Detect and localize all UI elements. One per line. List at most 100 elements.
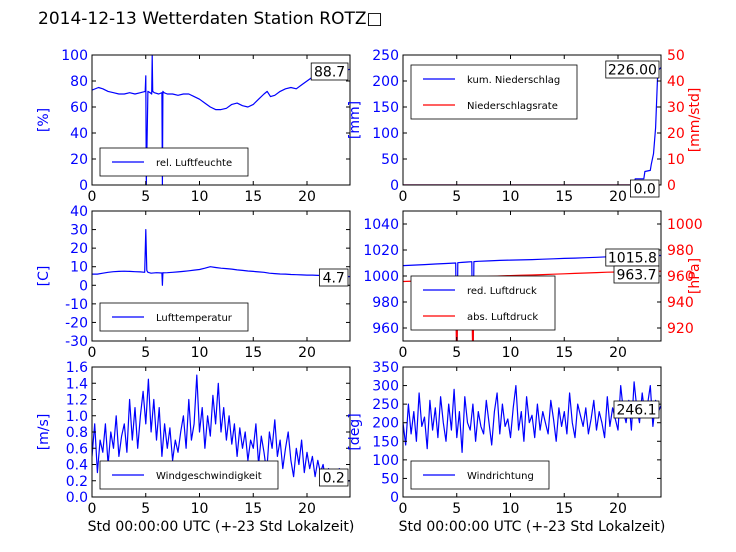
y-right-tick-label: 960 <box>667 269 694 285</box>
y-tick-label: 60 <box>70 100 88 116</box>
chart-panel-5: 0 5 10 15 200.00.20.40.60.81.01.21.41.6[m/s]… <box>36 360 354 535</box>
y-tick-label: 1.6 <box>66 360 88 376</box>
y-tick-label: 100 <box>372 453 399 469</box>
x-tick-label: 5 <box>141 189 150 205</box>
end-value-label-box <box>613 400 660 419</box>
x-tick-label: 15 <box>555 345 573 361</box>
y-axis-label: [deg] <box>347 413 363 450</box>
x-axis-label: Std 00:00:00 UTC (+-23 Std Lokalzeit) <box>399 519 666 535</box>
x-tick-label: 5 <box>141 345 150 361</box>
y-tick-label: -10 <box>65 297 88 313</box>
end-value-label: 226.00 <box>608 63 657 79</box>
y-right-tick-label: 20 <box>667 126 685 142</box>
legend-box <box>410 460 550 490</box>
y-tick-label: -20 <box>65 315 88 331</box>
y-tick-label: 150 <box>372 434 399 450</box>
y-right-tick-label: 50 <box>667 48 685 64</box>
y-tick-label: 0.0 <box>66 490 88 506</box>
legend-label: abs. Luftdruck <box>467 312 538 323</box>
x-tick-label: 20 <box>609 345 627 361</box>
y-axis-label: [m/s] <box>36 414 52 451</box>
y-tick-label: 0 <box>79 278 88 294</box>
end-value-label-right-box <box>630 179 660 198</box>
x-tick-label: 10 <box>191 501 209 517</box>
y-right-tick-label: 1000 <box>667 217 703 233</box>
end-value-label-box <box>310 62 349 81</box>
y-axis-label: [C] <box>36 266 52 287</box>
figure-title: 2014-12-13 Wetterdaten Station ROTZ□ <box>38 9 383 29</box>
y-tick-label: 30 <box>70 223 88 239</box>
y-tick-label: 0.4 <box>66 458 88 474</box>
legend-label: Windgeschwindigkeit <box>156 471 262 482</box>
y-tick-label: 0.2 <box>66 474 88 490</box>
x-tick-label: 5 <box>452 189 461 205</box>
legend: kum. Niederschlag Niederschlagsrate <box>410 64 578 120</box>
legend-label: kum. Niederschlag <box>467 75 560 86</box>
x-tick-label: 15 <box>555 189 573 205</box>
y-right-tick-label: 940 <box>667 295 694 311</box>
chart-panel-1: 0 5 10 15 20 0 20 40 60 80 100 [%] rel. Luftfeuchte 8… <box>36 48 351 205</box>
legend-label: Niederschlagsrate <box>467 101 558 112</box>
legend: Windgeschwindigkeit <box>99 460 279 490</box>
x-tick-label: 15 <box>555 501 573 517</box>
legend: Windrichtung <box>410 460 550 490</box>
y-tick-label: 1.4 <box>66 376 88 392</box>
x-tick-label: 15 <box>244 345 262 361</box>
y-tick-label: 200 <box>372 416 399 432</box>
y-tick-label: 0.8 <box>66 425 88 441</box>
x-tick-label: 5 <box>141 501 150 517</box>
legend-label: Windrichtung <box>467 471 534 482</box>
y-tick-label: 1000 <box>363 269 399 285</box>
end-value-label-box <box>318 268 349 287</box>
y-tick-label: 50 <box>381 471 399 487</box>
y-right-tick-label: 980 <box>667 243 694 259</box>
x-tick-label: 20 <box>298 189 316 205</box>
end-value-label: 246.1 <box>616 403 656 419</box>
end-value-label: 4.7 <box>323 271 345 287</box>
x-tick-label: 20 <box>298 345 316 361</box>
x-tick-label: 0 <box>88 345 97 361</box>
legend-box <box>410 275 556 331</box>
chart-panel-3: 0 5 10 15 20 -30 -20 -10 0 10 20 30 40 [C] Lufttempera… <box>36 204 351 361</box>
y-tick-label: 100 <box>372 126 399 142</box>
x-tick-label: 0 <box>88 501 97 517</box>
end-value-label-box <box>605 60 660 79</box>
y-tick-label: 100 <box>61 48 88 64</box>
y-tick-label: 300 <box>372 379 399 395</box>
legend-box <box>99 460 279 490</box>
y-tick-label: 1020 <box>363 243 399 259</box>
legend-label: red. Luftdruck <box>467 286 537 297</box>
series-line-1 <box>92 374 350 486</box>
y-right-tick-label: 0 <box>667 178 676 194</box>
y-right-tick-label: 10 <box>667 152 685 168</box>
y-tick-label: 0 <box>79 178 88 194</box>
y-tick-label: 150 <box>372 100 399 116</box>
legend: rel. Luftfeuchte <box>99 147 249 177</box>
axes-frame <box>91 54 351 186</box>
series-line-1 <box>92 229 350 286</box>
end-value-label-right-box <box>613 265 660 284</box>
y-tick-label: 20 <box>70 241 88 257</box>
y-tick-label: 250 <box>372 397 399 413</box>
y-right-tick-label: 30 <box>667 100 685 116</box>
x-axis-label: Std 00:00:00 UTC (+-23 Std Lokalzeit) <box>88 519 355 535</box>
y-axis-label: [%] <box>36 108 52 132</box>
y-tick-label: 40 <box>70 126 88 142</box>
y-tick-label: 250 <box>372 48 399 64</box>
y-tick-label: 80 <box>70 74 88 90</box>
end-value-label-right: 0.0 <box>634 182 656 198</box>
x-tick-label: 0 <box>88 189 97 205</box>
y-tick-label: 960 <box>372 321 399 337</box>
legend-label: Lufttemperatur <box>156 313 233 324</box>
series-line-1 <box>403 381 661 453</box>
x-tick-label: 10 <box>502 345 520 361</box>
x-tick-label: 5 <box>452 501 461 517</box>
axes-frame <box>402 54 662 186</box>
x-tick-label: 15 <box>244 501 262 517</box>
y-right-axis-label: [hPa] <box>687 258 703 294</box>
y-axis-label: [mm] <box>347 101 363 139</box>
end-value-label-right: 963.7 <box>616 268 656 284</box>
